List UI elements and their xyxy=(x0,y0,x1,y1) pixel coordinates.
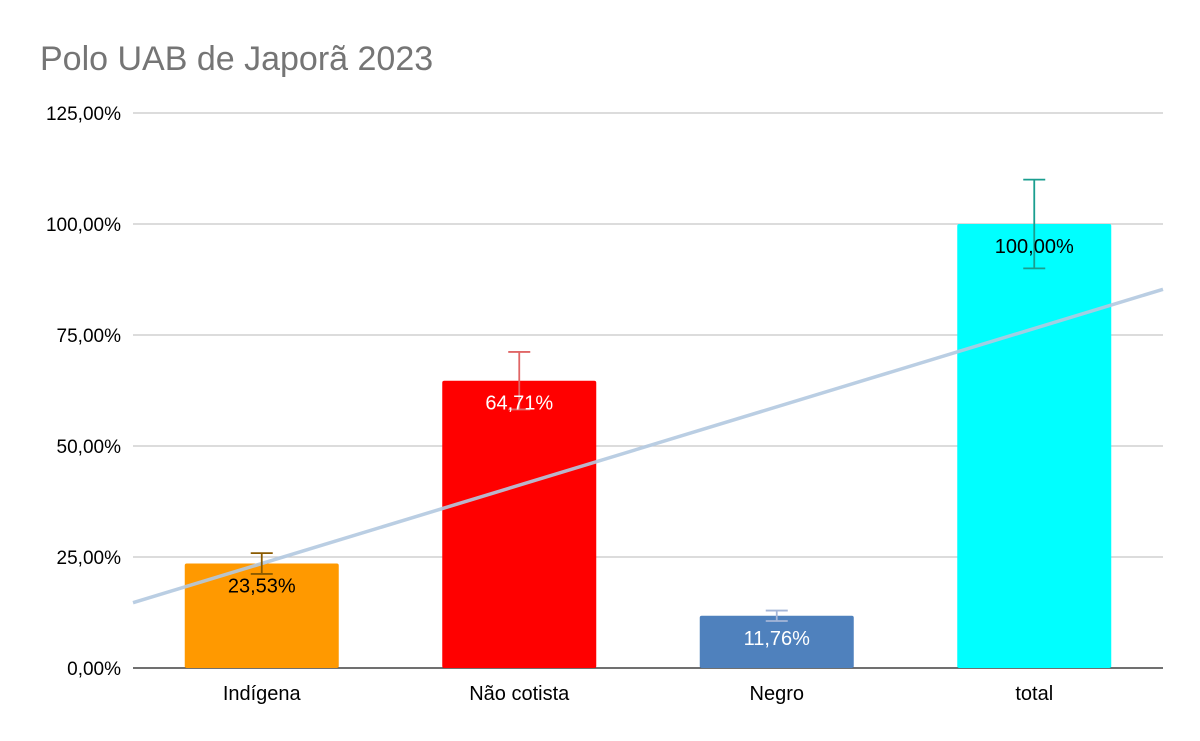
trendline xyxy=(132,287,1164,605)
data-label: 11,76% xyxy=(744,628,811,650)
chart-title: Polo UAB de Japorã 2023 xyxy=(40,40,434,78)
x-tick-label: total xyxy=(1015,683,1053,705)
data-label: 100,00% xyxy=(995,236,1074,258)
x-tick-label: Não cotista xyxy=(469,683,570,705)
y-tick-label: 100,00% xyxy=(46,215,121,236)
data-label: 23,53% xyxy=(228,576,296,598)
x-tick-label: Negro xyxy=(750,683,804,705)
x-tick-label: Indígena xyxy=(223,683,302,705)
data-label: 64,71% xyxy=(485,393,553,415)
y-tick-label: 0,00% xyxy=(67,659,121,680)
bar xyxy=(957,224,1112,668)
bar xyxy=(699,615,854,668)
y-tick-label: 50,00% xyxy=(57,437,122,458)
y-tick-label: 125,00% xyxy=(46,104,121,125)
bar xyxy=(184,563,339,668)
y-tick-label: 25,00% xyxy=(57,548,122,569)
y-tick-label: 75,00% xyxy=(57,326,122,347)
bar xyxy=(442,380,597,668)
